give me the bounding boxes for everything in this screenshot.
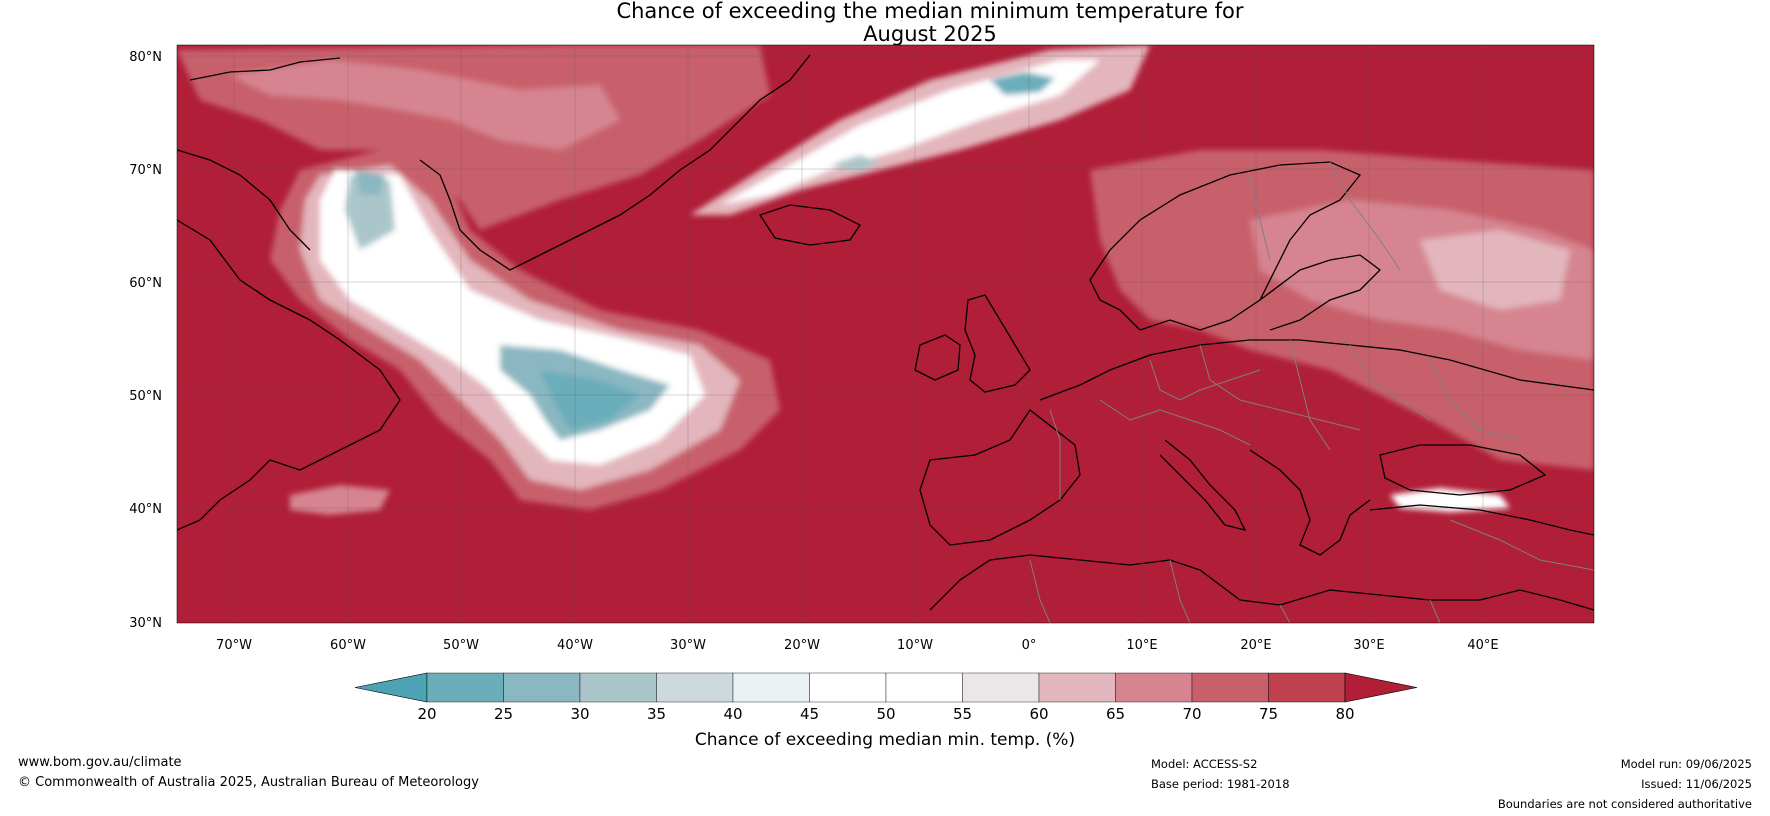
coast-north-africa <box>929 554 1594 611</box>
coast-ellesmere <box>189 57 341 81</box>
colorbar-tick-label: 30 <box>570 705 589 723</box>
colorbar-tick-label: 75 <box>1259 705 1278 723</box>
map-frame <box>176 44 1595 624</box>
colorbar-segment <box>1038 672 1116 703</box>
colorbar-tick-label: 20 <box>417 705 436 723</box>
colorbar-segment <box>579 672 657 703</box>
lon-label-40w: 40°W <box>557 638 593 653</box>
colorbar-tick-label: 70 <box>1182 705 1201 723</box>
colorbar-tick-label: 55 <box>953 705 972 723</box>
footer-copyright: © Commonwealth of Australia 2025, Austra… <box>18 775 479 790</box>
footer-model: Model: ACCESS-S2 <box>1151 757 1258 771</box>
colorbar-segment <box>885 672 963 703</box>
lon-label-60w: 60°W <box>330 638 366 653</box>
colorbar-tick-label: 60 <box>1029 705 1048 723</box>
footer-base-period: Base period: 1981-2018 <box>1151 777 1290 791</box>
graticule <box>177 45 1594 623</box>
colorbar-label: Chance of exceeding median min. temp. (%… <box>695 730 1075 750</box>
colorbar-segment <box>656 672 734 703</box>
contour-35-davis <box>355 170 385 195</box>
contour-50-greenland-sea <box>720 60 1100 205</box>
colorbar-segment <box>1268 672 1346 703</box>
lat-label-80n: 80°N <box>129 50 162 65</box>
colorbar-tick-label: 45 <box>800 705 819 723</box>
coastlines <box>177 54 1594 611</box>
title-line-1: Chance of exceeding the median minimum t… <box>616 0 1244 23</box>
colorbar-tick-label: 65 <box>1106 705 1125 723</box>
coast-black-sea <box>1379 444 1547 496</box>
colorbar-tick-label: 25 <box>494 705 513 723</box>
coast-greenland <box>419 54 811 271</box>
map-area <box>177 45 1594 623</box>
coast-baltic <box>1259 254 1381 331</box>
colorbar-segment <box>809 672 887 703</box>
colorbar-segment <box>962 672 1040 703</box>
contour-40-iceland-north <box>830 155 880 172</box>
coast-scandinavia <box>1089 161 1362 331</box>
colorbar-segment <box>1115 672 1193 703</box>
colorbar: 20 25 30 35 40 45 50 55 60 65 70 75 80 <box>354 672 1418 723</box>
colorbar-segment <box>426 672 504 703</box>
lon-label-0: 0° <box>1022 638 1037 653</box>
lon-label-30w: 30°W <box>670 638 706 653</box>
footer-disclaimer: Boundaries are not considered authoritat… <box>1497 797 1752 811</box>
colorbar-tick-label: 80 <box>1335 705 1354 723</box>
coast-iberia <box>919 409 1081 546</box>
contour-40-labrador <box>345 175 395 250</box>
lon-label-10w: 10°W <box>897 638 933 653</box>
contour-40-newfoundland <box>290 485 390 515</box>
coast-britain <box>964 294 1031 393</box>
contour-50-black-sea <box>1390 488 1510 512</box>
lat-label-70n: 70°N <box>129 163 162 178</box>
longitude-labels: 70°W 60°W 50°W 40°W 30°W 20°W 10°W 0° 10… <box>216 638 1499 653</box>
title-line-2: August 2025 <box>863 22 997 46</box>
coast-iceland <box>758 204 861 246</box>
country-borders <box>1029 161 1594 623</box>
lon-label-30e: 30°E <box>1353 638 1384 653</box>
contour-60-russia <box>1420 230 1570 310</box>
probability-contours <box>177 45 1594 515</box>
footer-website: www.bom.gov.au/climate <box>18 755 182 770</box>
lon-label-20w: 20°W <box>784 638 820 653</box>
coast-labrador <box>177 219 401 531</box>
colorbar-tick-label: 50 <box>876 705 895 723</box>
colorbar-extend-low <box>354 672 428 703</box>
lon-label-70w: 70°W <box>216 638 252 653</box>
lat-label-60n: 60°N <box>129 276 162 291</box>
coast-italy <box>1159 439 1247 531</box>
coast-turkey <box>1369 504 1594 536</box>
coast-ireland <box>914 334 961 381</box>
coast-balkans-greece <box>1249 449 1371 556</box>
colorbar-segment <box>503 672 581 703</box>
coast-europe-main <box>1039 339 1594 401</box>
lon-label-20e: 20°E <box>1240 638 1271 653</box>
footer-model-run: Model run: 09/06/2025 <box>1620 757 1752 771</box>
colorbar-segment <box>1191 672 1269 703</box>
map-title: Chance of exceeding the median minimum t… <box>470 0 1390 46</box>
coast-baffin <box>177 149 311 251</box>
colorbar-tick-label: 35 <box>647 705 666 723</box>
colorbar-segment <box>732 672 810 703</box>
colorbar-extend-high <box>1344 672 1418 703</box>
lat-label-40n: 40°N <box>129 502 162 517</box>
lon-label-10e: 10°E <box>1126 638 1157 653</box>
lon-label-40e: 40°E <box>1467 638 1498 653</box>
lat-label-50n: 50°N <box>129 389 162 404</box>
contour-30-atlantic <box>540 370 640 430</box>
latitude-labels: 80°N 70°N 60°N 50°N 40°N 30°N <box>129 50 162 631</box>
lon-label-50w: 50°W <box>443 638 479 653</box>
contour-65-arctic <box>230 60 620 150</box>
footer-issued: Issued: 11/06/2025 <box>1641 777 1752 791</box>
lat-label-30n: 30°N <box>129 616 162 631</box>
colorbar-tick-label: 40 <box>723 705 742 723</box>
contour-35-svalbard <box>990 72 1055 95</box>
